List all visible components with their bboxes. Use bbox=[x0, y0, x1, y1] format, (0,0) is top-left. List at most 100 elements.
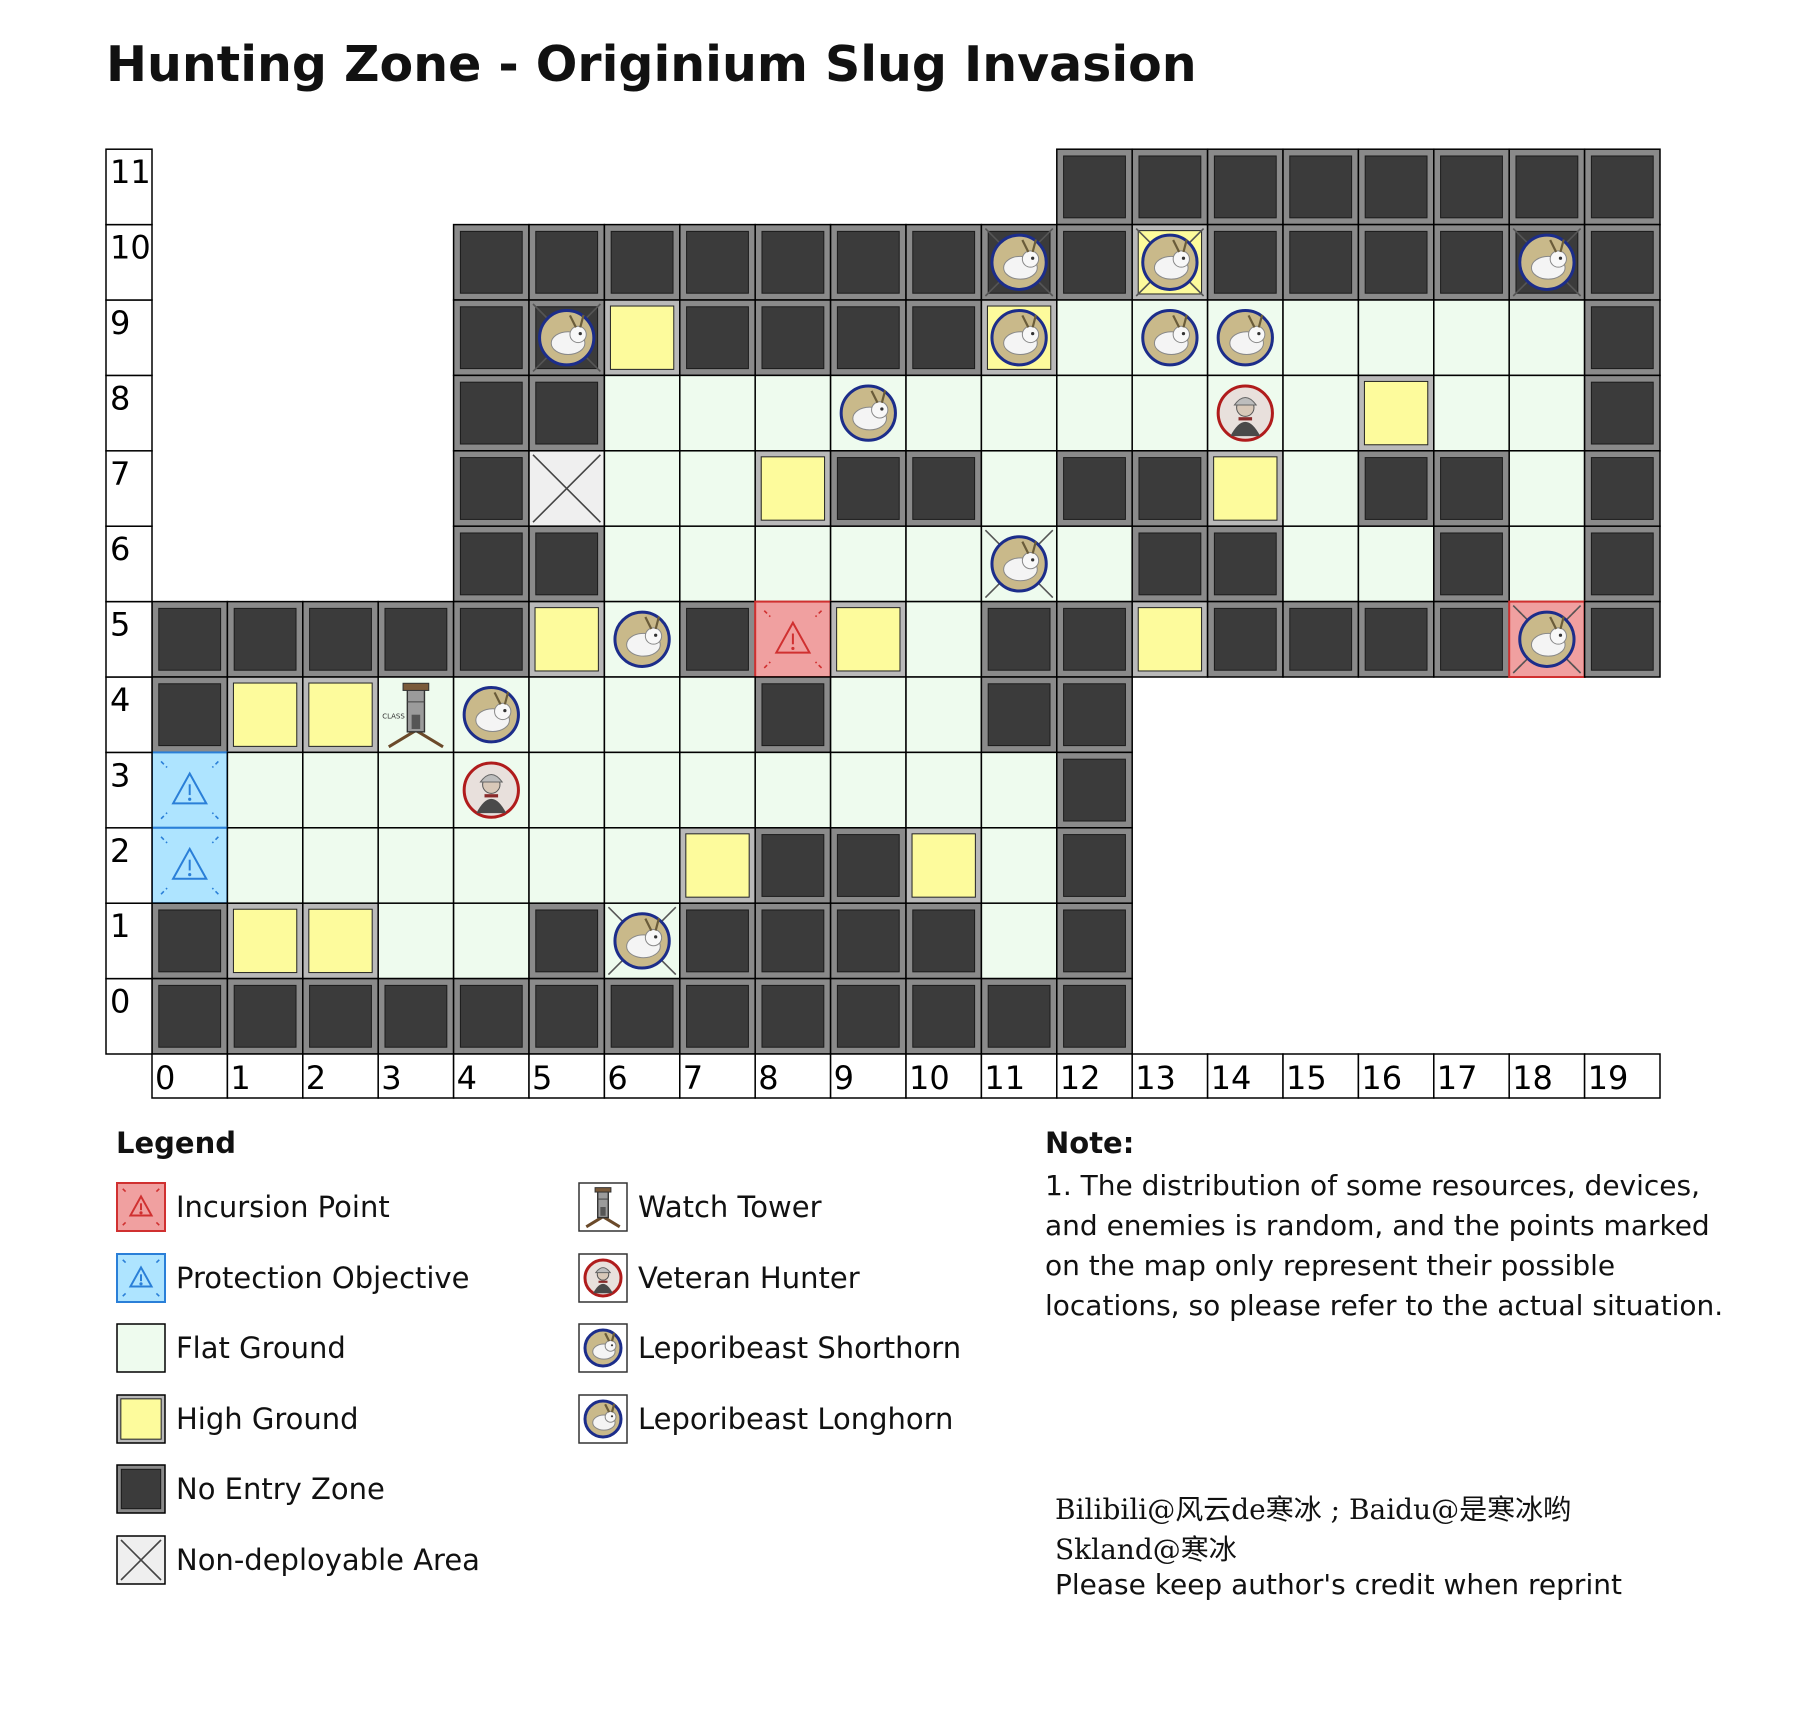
map-tile bbox=[1056, 223, 1133, 301]
tower-badge: CLASS bbox=[382, 712, 405, 720]
map-tile bbox=[1357, 299, 1435, 377]
map-tile bbox=[528, 223, 606, 301]
x-label: 17 bbox=[1437, 1059, 1478, 1097]
legend-item-tower: Watch Tower bbox=[578, 1180, 822, 1234]
x-label: 19 bbox=[1588, 1059, 1629, 1097]
x-label-box bbox=[980, 1053, 1058, 1099]
map-tile bbox=[528, 374, 606, 452]
y-label-box bbox=[105, 223, 153, 301]
x-label: 1 bbox=[230, 1059, 250, 1097]
map-tile bbox=[151, 600, 229, 678]
x-label: 2 bbox=[306, 1059, 326, 1097]
map-tile bbox=[226, 977, 304, 1055]
map-tile bbox=[905, 299, 983, 377]
map-tile bbox=[980, 751, 1058, 829]
map-tile bbox=[679, 374, 756, 452]
map-tile bbox=[754, 223, 832, 301]
map-tile bbox=[1056, 374, 1133, 452]
map-tile bbox=[377, 751, 455, 829]
y-label-box bbox=[105, 148, 153, 226]
x-label: 11 bbox=[984, 1059, 1025, 1097]
credit-line-3: Please keep author's credit when reprint bbox=[1055, 1568, 1622, 1601]
map-tile bbox=[980, 600, 1058, 678]
map-tile bbox=[528, 525, 606, 603]
map-tile bbox=[1282, 223, 1360, 301]
y-label: 7 bbox=[110, 455, 130, 493]
map-tile bbox=[302, 676, 379, 754]
map-tile bbox=[377, 827, 455, 904]
legend-item-longhorn: Leporibeast Longhorn bbox=[578, 1392, 953, 1446]
map-tile bbox=[1056, 676, 1133, 754]
map-tile bbox=[151, 676, 229, 754]
map-tile bbox=[1583, 148, 1661, 226]
map-tile bbox=[679, 600, 756, 678]
map-tile bbox=[829, 827, 907, 904]
map-tile bbox=[829, 223, 907, 301]
map-tile bbox=[302, 902, 379, 980]
map-tile bbox=[302, 977, 379, 1055]
x-label-box bbox=[754, 1053, 832, 1099]
map-tile bbox=[1357, 148, 1435, 226]
map-tile bbox=[452, 525, 530, 603]
map-tile bbox=[905, 223, 983, 301]
y-label-box bbox=[105, 525, 153, 603]
map-tile bbox=[452, 902, 530, 980]
map-tile bbox=[1433, 148, 1510, 226]
x-label: 4 bbox=[457, 1059, 477, 1097]
map-tile bbox=[528, 450, 606, 527]
map-tile bbox=[754, 676, 832, 754]
map-tile bbox=[754, 525, 832, 603]
x-label: 0 bbox=[155, 1059, 175, 1097]
map-tile bbox=[1357, 525, 1435, 603]
map-tile bbox=[1433, 450, 1510, 527]
map-tile bbox=[754, 827, 832, 904]
map-tile bbox=[905, 600, 983, 678]
shorthorn-marker bbox=[1512, 228, 1582, 297]
nondeploy-icon bbox=[116, 1534, 166, 1585]
map-tile bbox=[829, 902, 907, 980]
map-tile bbox=[980, 827, 1058, 904]
map-tile bbox=[679, 827, 756, 904]
x-label-box bbox=[1282, 1053, 1360, 1099]
x-label: 15 bbox=[1286, 1059, 1327, 1097]
y-label: 0 bbox=[110, 983, 130, 1021]
noentry-icon bbox=[116, 1464, 166, 1514]
y-label: 8 bbox=[110, 379, 130, 417]
map-tile bbox=[302, 751, 379, 829]
y-label-box bbox=[105, 374, 153, 452]
map-tile bbox=[151, 902, 229, 980]
hunter-icon bbox=[578, 1252, 628, 1303]
shorthorn-marker bbox=[990, 309, 1048, 367]
map-tile bbox=[905, 902, 983, 980]
map-tile bbox=[905, 977, 983, 1055]
map-tile bbox=[679, 902, 756, 980]
credit-line-1: Bilibili@风云de寒冰 ; Baidu@是寒冰哟 bbox=[1055, 1493, 1572, 1526]
map-tile bbox=[1056, 902, 1133, 980]
y-label: 11 bbox=[110, 153, 151, 191]
map-tile bbox=[1056, 977, 1133, 1055]
x-label-box bbox=[151, 1053, 229, 1099]
x-label: 10 bbox=[909, 1059, 950, 1097]
map-tile bbox=[1056, 450, 1133, 527]
map-tile bbox=[905, 827, 983, 904]
x-label: 3 bbox=[381, 1059, 401, 1097]
map-tile bbox=[829, 600, 907, 678]
x-label: 5 bbox=[532, 1059, 552, 1097]
map-tile bbox=[603, 977, 681, 1055]
map-tile bbox=[603, 827, 681, 904]
y-label-box bbox=[105, 299, 153, 377]
map-tile bbox=[528, 977, 606, 1055]
legend-title: Legend bbox=[116, 1126, 236, 1160]
map-tile bbox=[452, 600, 530, 678]
y-label: 2 bbox=[110, 832, 130, 870]
shorthorn-marker bbox=[532, 303, 601, 372]
shorthorn-icon bbox=[578, 1323, 628, 1373]
x-label-box bbox=[377, 1053, 455, 1099]
y-label-box bbox=[105, 676, 153, 754]
map-tile bbox=[1206, 600, 1284, 678]
map-tile bbox=[980, 450, 1058, 527]
x-label: 7 bbox=[683, 1059, 703, 1097]
veteran-hunter-marker bbox=[462, 761, 520, 819]
legend-item-noentry: No Entry Zone bbox=[116, 1462, 385, 1516]
map-tile bbox=[754, 600, 832, 678]
